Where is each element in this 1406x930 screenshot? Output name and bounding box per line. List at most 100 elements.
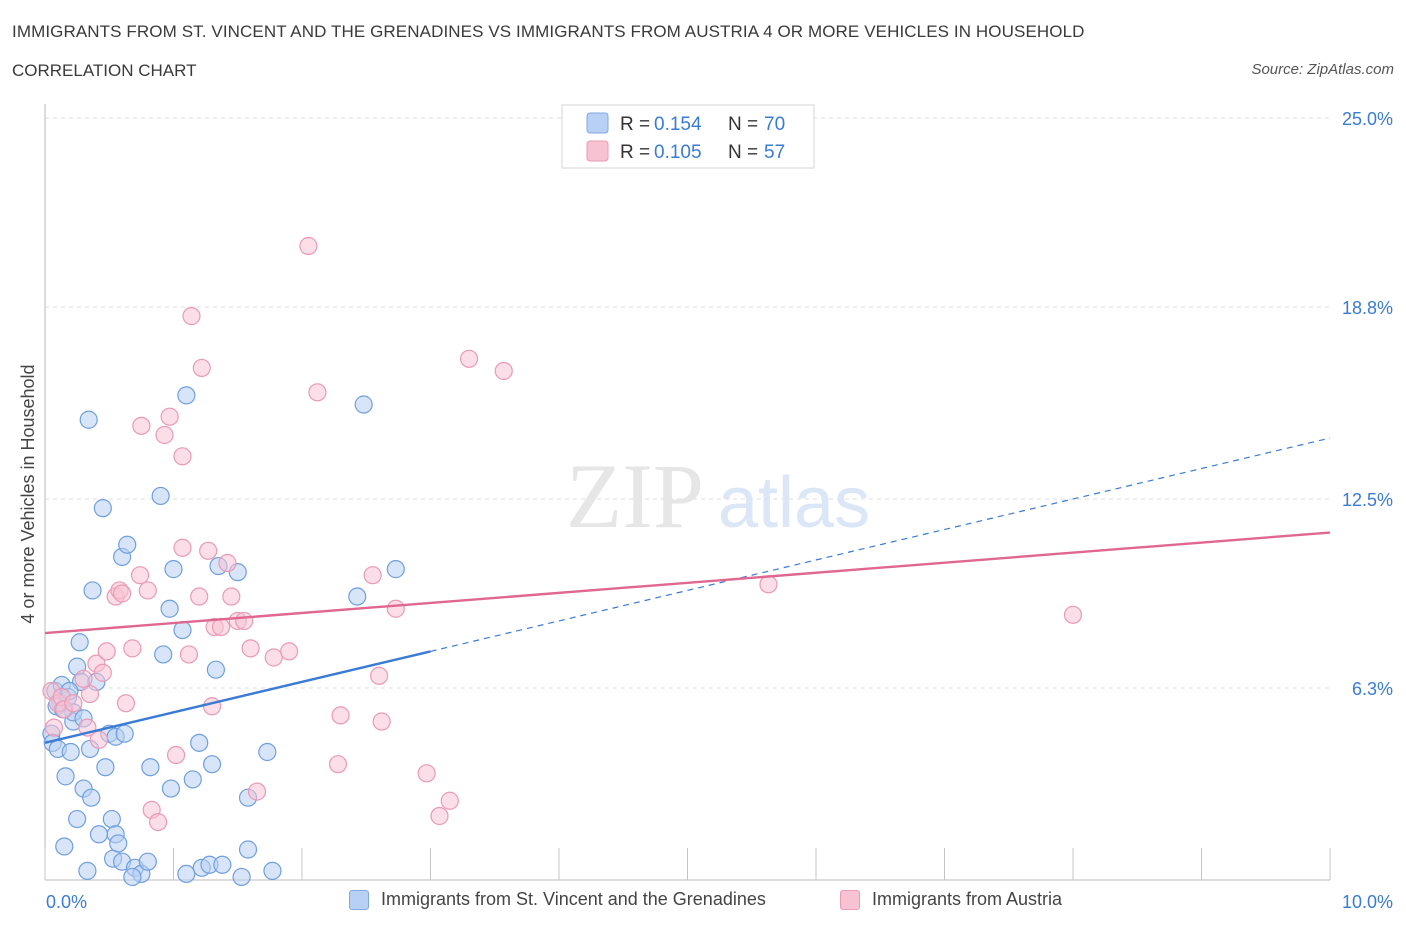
point-st-vincent <box>183 770 202 789</box>
point-austria <box>89 730 109 749</box>
point-st-vincent <box>79 410 98 429</box>
x-tick-label: 0.0% <box>46 892 87 912</box>
point-st-vincent <box>89 825 109 844</box>
axes <box>44 104 1331 881</box>
point-st-vincent <box>82 788 101 807</box>
legend-item-st-vincent: Immigrants from St. Vincent and the Gren… <box>349 889 766 910</box>
legend-swatch-blue <box>586 112 609 134</box>
point-austria <box>132 416 151 435</box>
point-austria <box>386 599 405 618</box>
legend-label: Immigrants from Austria <box>872 889 1063 909</box>
point-austria <box>222 587 241 606</box>
point-austria <box>372 712 391 731</box>
point-st-vincent <box>93 499 112 518</box>
point-st-vincent <box>154 645 173 664</box>
point-st-vincent <box>83 581 102 600</box>
point-austria <box>308 383 327 402</box>
point-st-vincent <box>160 599 179 618</box>
point-austria <box>331 706 350 725</box>
point-austria <box>182 307 201 326</box>
point-austria <box>97 642 116 661</box>
legend-n-value: 57 <box>764 142 785 163</box>
point-st-vincent <box>68 809 87 829</box>
point-austria <box>74 669 93 688</box>
point-austria <box>80 684 100 704</box>
legend-r-value: 0.154 <box>654 114 702 135</box>
point-st-vincent <box>173 620 192 640</box>
point-austria <box>235 611 254 631</box>
point-austria <box>280 642 299 661</box>
point-austria <box>430 806 449 826</box>
watermark-atlas: atlas <box>718 463 870 543</box>
point-st-vincent <box>96 758 115 777</box>
point-austria <box>44 718 64 737</box>
legend-swatch-blue <box>349 889 369 910</box>
point-austria <box>370 666 389 685</box>
point-austria <box>494 361 513 381</box>
legend-r-label: R = <box>620 114 650 135</box>
point-austria <box>264 648 283 667</box>
point-st-vincent <box>206 660 226 679</box>
point-st-vincent <box>115 724 134 743</box>
legend-r-label: R = <box>620 142 650 163</box>
point-austria <box>173 447 192 466</box>
point-austria <box>241 639 260 658</box>
point-st-vincent <box>354 395 373 414</box>
chart-title: IMMIGRANTS FROM ST. VINCENT AND THE GREN… <box>12 22 1085 41</box>
point-austria <box>459 349 479 368</box>
point-austria <box>759 575 778 594</box>
y-axis-label: 4 or more Vehicles in Household <box>18 364 38 623</box>
trend-line-austria <box>44 531 1331 635</box>
point-st-vincent <box>61 742 80 762</box>
source-credit: Source: ZipAtlas.com <box>1251 61 1394 78</box>
point-austria <box>440 791 459 810</box>
point-austria <box>211 617 231 637</box>
legend-label: Immigrants from St. Vincent and the Gren… <box>381 889 766 909</box>
legend-item-austria: Immigrants from Austria <box>840 889 1062 910</box>
point-st-vincent <box>213 855 232 874</box>
point-st-vincent <box>138 852 157 871</box>
x-tick-label: 10.0% <box>1342 892 1393 912</box>
point-st-vincent <box>78 861 97 880</box>
point-austria <box>123 639 142 658</box>
point-austria <box>192 358 211 378</box>
legend-r-value: 0.105 <box>654 142 702 163</box>
point-st-vincent <box>164 560 183 579</box>
y-tick-label: 6.3% <box>1352 679 1393 699</box>
point-austria <box>363 566 382 585</box>
point-st-vincent <box>263 861 282 880</box>
point-austria <box>417 764 436 783</box>
legend-top: R = 0.154 N = 70 R = 0.105 N = 57 <box>561 104 815 169</box>
point-austria <box>190 587 209 606</box>
point-st-vincent <box>118 535 137 554</box>
point-austria <box>247 782 267 801</box>
point-st-vincent <box>102 809 121 829</box>
point-st-vincent <box>177 386 196 405</box>
legend-n-value: 70 <box>764 114 785 135</box>
data-points <box>42 236 1083 887</box>
point-austria <box>199 541 218 560</box>
point-austria <box>218 553 237 573</box>
legend-swatch-pink <box>840 889 860 910</box>
point-austria <box>179 645 199 664</box>
point-st-vincent <box>190 733 209 752</box>
point-austria <box>116 694 136 713</box>
point-st-vincent <box>123 867 142 887</box>
legend-bottom: Immigrants from St. Vincent and the Gren… <box>0 889 1406 917</box>
point-st-vincent <box>70 633 89 652</box>
point-st-vincent <box>386 560 405 579</box>
point-austria <box>160 407 179 426</box>
point-st-vincent <box>238 840 258 859</box>
point-austria <box>173 538 192 557</box>
point-austria <box>1063 605 1083 624</box>
point-austria <box>112 584 132 603</box>
legend-n-label: N = <box>728 142 758 163</box>
point-austria <box>148 812 168 832</box>
point-st-vincent <box>56 767 75 786</box>
legend-swatch-pink <box>586 140 609 162</box>
y-tick-label: 12.5% <box>1342 490 1393 510</box>
y-tick-label: 25.0% <box>1342 109 1393 129</box>
point-st-vincent <box>161 779 181 798</box>
point-st-vincent <box>141 758 160 777</box>
